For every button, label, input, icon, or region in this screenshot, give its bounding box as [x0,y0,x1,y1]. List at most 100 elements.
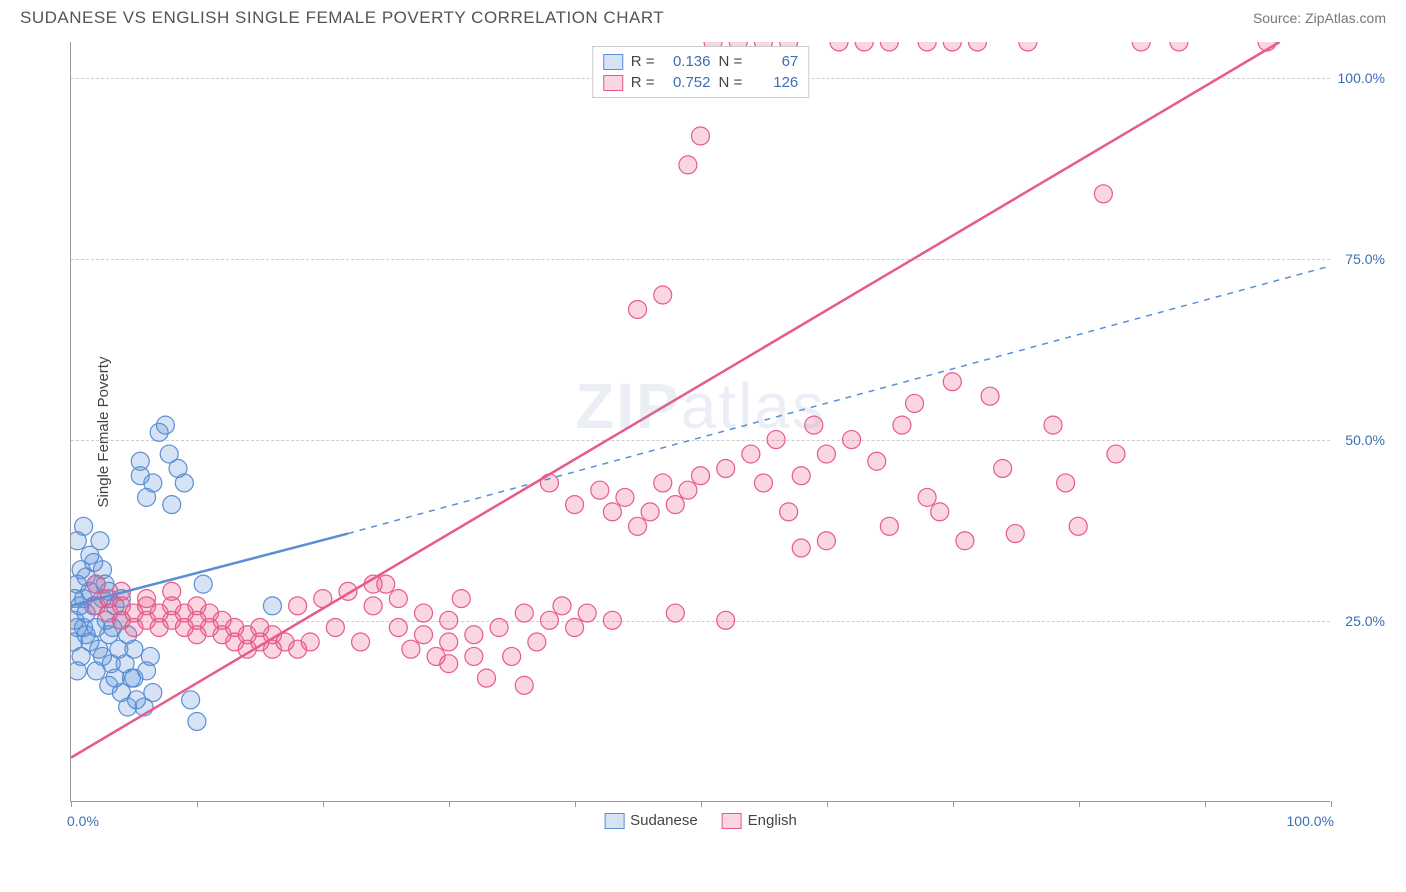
scatter-point [943,373,961,391]
scatter-point [994,459,1012,477]
scatter-point [440,611,458,629]
scatter-point [402,640,420,658]
scatter-point [440,655,458,673]
scatter-point [616,488,634,506]
scatter-point [125,640,143,658]
y-tick-label: 25.0% [1345,613,1385,629]
scatter-point [71,662,86,680]
scatter-point [352,633,370,651]
scatter-point [754,474,772,492]
scatter-point [1057,474,1075,492]
scatter-point [1019,42,1037,51]
scatter-point [880,517,898,535]
scatter-point [364,597,382,615]
scatter-point [654,286,672,304]
scatter-point [188,597,206,615]
chart-title: SUDANESE VS ENGLISH SINGLE FEMALE POVERT… [20,8,664,28]
x-tick [827,801,828,807]
scatter-point [119,698,137,716]
regression-line [71,534,348,606]
scatter-point [767,431,785,449]
scatter-point [160,445,178,463]
scatter-point [175,474,193,492]
scatter-point [503,647,521,665]
scatter-point [71,619,86,637]
x-tick [575,801,576,807]
r-value-sudanese: 0.136 [663,53,711,70]
scatter-point [389,590,407,608]
n-label: N = [719,74,743,91]
scatter-point [792,539,810,557]
scatter-point [893,416,911,434]
correlation-legend: R = 0.136 N = 67 R = 0.752 N = 126 [592,46,810,98]
scatter-point [138,590,156,608]
scatter-point [156,416,174,434]
plot-area: ZIPatlas R = 0.136 N = 67 R = 0.752 N = … [70,42,1330,802]
scatter-point [918,42,936,51]
x-tick [197,801,198,807]
scatter-point [93,647,111,665]
scatter-point [301,633,319,651]
legend-row-english: R = 0.752 N = 126 [603,72,799,93]
scatter-point [717,611,735,629]
scatter-point [880,42,898,51]
scatter-point [440,633,458,651]
scatter-point [389,619,407,637]
scatter-point [415,604,433,622]
scatter-point [591,481,609,499]
swatch-english [603,75,623,91]
scatter-point [629,517,647,535]
n-value-sudanese: 67 [750,53,798,70]
scatter-point [528,633,546,651]
scatter-point [1107,445,1125,463]
scatter-point [918,488,936,506]
y-tick-label: 75.0% [1345,251,1385,267]
x-tick [323,801,324,807]
y-tick-label: 100.0% [1338,70,1385,86]
scatter-point [566,619,584,637]
scatter-point [1044,416,1062,434]
r-value-english: 0.752 [663,74,711,91]
scatter-point [289,597,307,615]
scatter-point [843,431,861,449]
scatter-point [465,647,483,665]
chart-header: SUDANESE VS ENGLISH SINGLE FEMALE POVERT… [0,0,1406,32]
swatch-sudanese [604,813,624,829]
n-value-english: 126 [750,74,798,91]
n-label: N = [719,53,743,70]
scatter-point [1170,42,1188,51]
scatter-point [141,647,159,665]
scatter-point [75,517,93,535]
scatter-point [100,676,118,694]
scatter-point [692,127,710,145]
r-label: R = [631,74,655,91]
swatch-sudanese [603,54,623,70]
scatter-point [906,394,924,412]
x-tick [701,801,702,807]
scatter-point [717,459,735,477]
swatch-english [722,813,742,829]
scatter-point [641,503,659,521]
scatter-point [452,590,470,608]
scatter-point [805,416,823,434]
scatter-point [125,669,143,687]
scatter-point [868,452,886,470]
scatter-point [515,676,533,694]
regression-line [71,42,1280,758]
scatter-point [817,532,835,550]
scatter-point [666,604,684,622]
x-tick [953,801,954,807]
scatter-point [692,467,710,485]
x-tick [1079,801,1080,807]
scatter-point [477,669,495,687]
scatter-point [629,300,647,318]
scatter-point [780,503,798,521]
scatter-point [163,582,181,600]
scatter-point [194,575,212,593]
legend-label-sudanese: Sudanese [630,812,698,829]
scatter-point [830,42,848,51]
scatter-point [943,42,961,51]
scatter-point [415,626,433,644]
y-tick-label: 50.0% [1345,432,1385,448]
x-tick [449,801,450,807]
